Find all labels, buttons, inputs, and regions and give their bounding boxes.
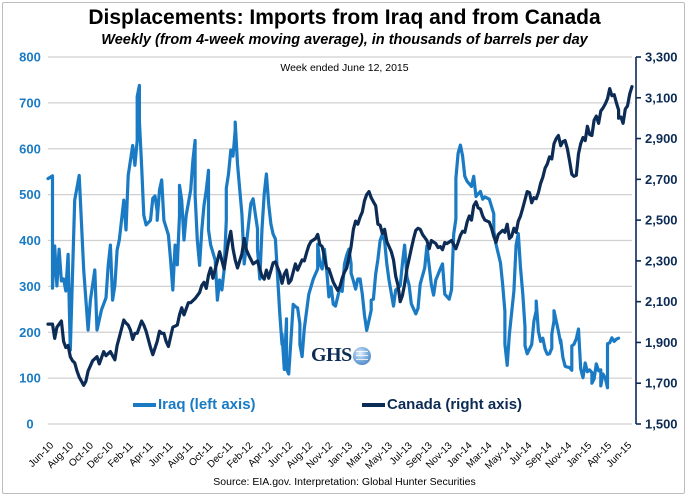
series-line-iraq <box>46 83 621 390</box>
right-axis-tick-label: 2,500 <box>645 213 678 228</box>
right-axis: 1,500 1,700 1,900 2,100 2,300 2,500 2,700 2,900… <box>635 50 678 432</box>
left-axis-tick-label: 0 <box>26 417 33 432</box>
right-axis-tick-label: 3,300 <box>645 50 678 65</box>
chart-frame <box>2 2 685 494</box>
left-axis-tick-label: 800 <box>19 50 41 65</box>
logo-text: GHS <box>311 344 352 366</box>
left-axis-tick-label: 300 <box>19 279 41 294</box>
legend-item-iraq: Iraq (left axis) <box>133 396 256 413</box>
right-axis-tick-label: 2,300 <box>645 253 678 268</box>
legend-item-canada: Canada (right axis) <box>362 396 522 413</box>
chart-subtitle: Weekly (from 4-week moving average), in … <box>101 32 588 48</box>
globe-icon <box>352 346 371 365</box>
right-axis-tick-label: 2,700 <box>645 172 678 187</box>
right-axis-tick-label: 2,100 <box>645 294 678 309</box>
left-axis-tick-label: 600 <box>19 141 41 156</box>
legend-swatch-canada <box>362 402 385 407</box>
right-axis-tick-label: 3,100 <box>645 90 678 105</box>
series-lines <box>46 83 634 390</box>
right-axis-tick-label: 1,500 <box>645 417 678 432</box>
legend-swatch-iraq <box>133 402 156 407</box>
legend-label-iraq: Iraq (left axis) <box>158 396 256 413</box>
left-axis-tick-label: 700 <box>19 95 41 110</box>
right-axis-tick-label: 2,900 <box>645 131 678 146</box>
series-line-canada <box>46 85 634 387</box>
left-axis-tick-label: 400 <box>19 233 41 248</box>
x-axis-ticks: Jun-10Aug-10Oct-10Dec-10Feb-11Apr-11Jun-… <box>27 440 635 472</box>
left-axis-tick-label: 100 <box>19 371 41 386</box>
chart-title: Displacements: Imports from Iraq and fro… <box>88 6 601 29</box>
chart-source: Source: EIA.gov. Interpretation: Global … <box>213 476 476 488</box>
right-axis-tick-label: 1,900 <box>645 335 678 350</box>
left-axis-tick-label: 200 <box>19 325 41 340</box>
left-axis-tick-label: 500 <box>19 187 41 202</box>
right-axis-tick-label: 1,700 <box>645 376 678 391</box>
legend-label-canada: Canada (right axis) <box>387 396 523 413</box>
ghs-logo: GHS <box>311 344 371 367</box>
left-axis-ticks: 0 100 200 300 400 500 600 700 800 <box>19 50 41 432</box>
chart-annotation: Week ended June 12, 2015 <box>280 62 409 74</box>
